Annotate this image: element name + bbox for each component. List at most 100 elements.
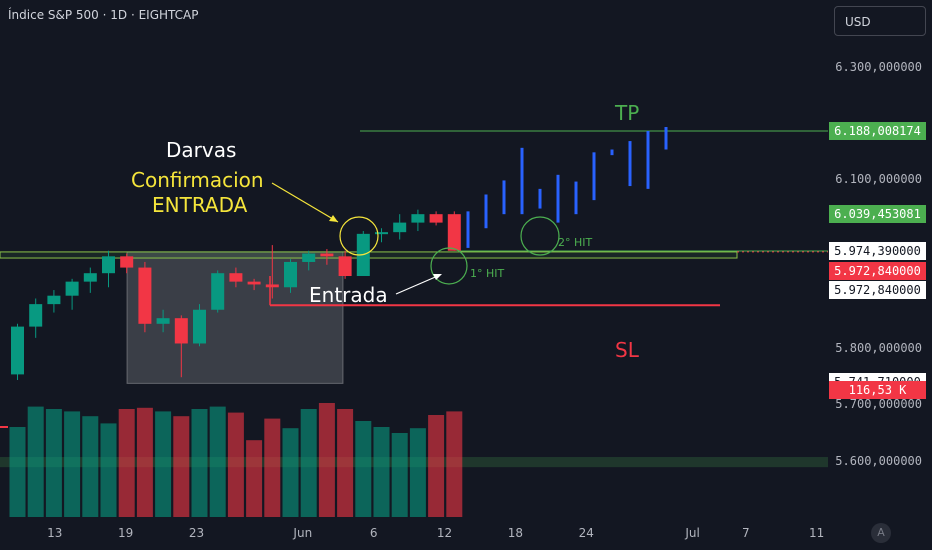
candle-body — [338, 256, 352, 277]
candles-layer — [11, 209, 461, 381]
candle-body — [211, 273, 225, 310]
entrada-arrow-head — [433, 274, 442, 280]
date-tick-label: 13 — [47, 526, 63, 540]
candle-body — [138, 267, 152, 324]
volume-bar — [355, 421, 372, 517]
volume-bar — [9, 427, 26, 517]
volume-bar — [300, 409, 317, 517]
confirmation-circle — [339, 216, 379, 256]
volume-bar — [282, 428, 299, 517]
date-tick-label: Jun — [293, 526, 313, 540]
date-tick-label: 11 — [809, 526, 825, 540]
candle-body — [11, 326, 24, 375]
date-tick-label: 18 — [507, 526, 524, 540]
candle-body — [411, 214, 425, 223]
candle-body — [284, 261, 297, 288]
candle-body — [265, 284, 279, 288]
projection-bar — [610, 149, 614, 156]
tp-label: TP — [615, 101, 640, 125]
candle-body — [447, 214, 461, 251]
darvas-label: Darvas — [166, 138, 237, 162]
volume-bar — [227, 412, 244, 517]
price-badge: 5.974,390000 — [829, 242, 926, 261]
date-tick-label: 12 — [436, 526, 453, 540]
price-tick-label: 6.100,000000 — [835, 172, 922, 187]
currency-button[interactable]: USD — [834, 6, 926, 36]
price-tick-label: 6.300,000000 — [835, 60, 922, 74]
projection-bar — [484, 194, 488, 229]
volume-bar — [45, 409, 62, 517]
auto-scale-button[interactable]: A — [871, 523, 891, 543]
price-badge: 6.188,008174 — [829, 121, 926, 140]
volume-bar — [446, 411, 463, 517]
volume-bar — [136, 407, 153, 517]
projection-bar — [664, 127, 668, 150]
price-tick-label: 5.600,000000 — [835, 453, 922, 468]
hit2-label: 2° HIT — [558, 236, 593, 249]
projection-bar — [646, 130, 650, 189]
volume-layer — [9, 403, 463, 517]
price-badge: 5.972,840000 — [829, 280, 926, 299]
candle-body — [247, 281, 261, 285]
hit1-circle — [430, 247, 468, 285]
volume-bar — [27, 406, 44, 517]
marks-layer — [271, 182, 560, 295]
projection-layer — [466, 127, 668, 248]
price-badge: 5.972,840000 — [829, 261, 926, 280]
projection-bar — [520, 147, 524, 215]
projection-bar — [574, 181, 578, 215]
projection-bar — [556, 174, 560, 223]
confirmation-arrow-head — [329, 215, 338, 222]
volume-bar — [391, 433, 408, 517]
confirmacion-label: Confirmacion — [131, 168, 264, 192]
price-badge: 116,53 K — [829, 380, 926, 399]
projection-bar — [538, 188, 542, 209]
levels-layer — [0, 130, 828, 428]
projection-bar — [628, 141, 632, 187]
volume-bar — [173, 416, 190, 517]
price-tick-label: 5.700,000000 — [835, 397, 922, 412]
candle-body — [320, 253, 334, 257]
date-tick-label: 23 — [188, 526, 205, 540]
projection-bar — [466, 211, 470, 248]
projection-bar — [502, 180, 506, 215]
price-badge: 6.039,453081 — [829, 205, 926, 224]
candle-body — [83, 273, 97, 282]
volume-bar — [428, 415, 445, 517]
entrada-upper-label: ENTRADA — [152, 193, 248, 217]
candle-body — [120, 256, 134, 268]
symbol-title: Índice S&P 500 · 1D · EIGHTCAP — [8, 8, 199, 22]
darvas-box-zone — [126, 251, 344, 384]
candle-body — [193, 309, 206, 344]
volume-bar — [64, 411, 81, 517]
candle-body — [65, 281, 79, 296]
volume-bar — [100, 423, 117, 517]
candle-body — [393, 222, 407, 233]
hit1-label: 1° HIT — [470, 267, 505, 280]
volume-bar — [209, 406, 226, 517]
entrada-label: Entrada — [309, 283, 388, 307]
date-tick-label: 7 — [741, 526, 750, 540]
candle-body — [375, 232, 388, 235]
candle-body — [302, 253, 316, 262]
date-tick-label: 24 — [578, 526, 594, 540]
volume-bar — [264, 418, 281, 517]
volume-bar — [337, 409, 354, 517]
candle-body — [102, 256, 115, 274]
entrada-arrow-line — [395, 274, 441, 295]
candle-body — [174, 318, 188, 344]
volume-bar — [118, 409, 135, 517]
volume-bar — [155, 411, 172, 517]
candle-body — [229, 273, 243, 282]
candle-body — [47, 295, 61, 305]
projection-bar — [592, 152, 596, 201]
candle-body — [429, 214, 443, 223]
confirmation-arrow-line — [271, 182, 339, 223]
hit2-circle — [520, 216, 560, 256]
candle-body — [29, 304, 43, 327]
price-tick-label: 5.800,000000 — [835, 341, 922, 356]
volume-bar — [246, 440, 263, 517]
volume-bar — [318, 403, 335, 517]
